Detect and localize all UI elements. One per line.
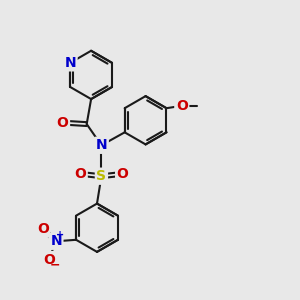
Text: O: O (37, 222, 49, 236)
Text: N: N (96, 138, 107, 152)
Text: O: O (176, 99, 188, 113)
Text: N: N (50, 234, 62, 248)
Text: N: N (64, 56, 76, 70)
Text: O: O (57, 116, 68, 130)
Text: O: O (43, 253, 55, 266)
Text: +: + (56, 230, 64, 240)
Text: O: O (74, 167, 86, 181)
Text: O: O (117, 167, 129, 181)
Text: S: S (96, 169, 106, 183)
Text: −: − (49, 259, 60, 272)
